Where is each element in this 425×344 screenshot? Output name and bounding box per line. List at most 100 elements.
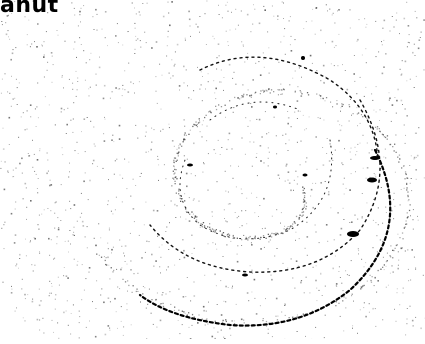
speckle-dot — [27, 34, 28, 35]
speckle-dot — [43, 56, 45, 58]
speckle-dot — [9, 93, 10, 94]
spiral-dot — [176, 178, 177, 179]
speckle-dot — [124, 89, 125, 90]
spiral-dot — [343, 296, 344, 297]
spiral-dot — [180, 201, 181, 202]
speckle-dot — [259, 205, 260, 206]
spiral-dot — [188, 312, 189, 313]
spiral-dot — [278, 89, 279, 90]
spiral-dot — [178, 193, 179, 194]
speckle-dot — [214, 38, 215, 39]
speckle-dot — [343, 290, 344, 291]
speckle-dot — [108, 325, 110, 327]
speckle-dot — [35, 108, 36, 109]
spiral-dot — [303, 211, 304, 212]
speckle-dot — [74, 235, 75, 236]
speckle-dot — [171, 59, 172, 60]
speckle-dot — [212, 216, 213, 217]
speckle-dot — [290, 16, 291, 17]
spiral-dot — [223, 320, 224, 321]
speckle-dot — [322, 295, 323, 296]
spiral-dot — [151, 299, 152, 300]
speckle-dot — [340, 234, 342, 236]
speckle-dot — [58, 227, 59, 228]
speckle-dot — [206, 44, 207, 45]
speckle-dot — [90, 121, 91, 122]
speckle-dot — [269, 73, 270, 74]
speckle-dot — [57, 322, 58, 323]
speckle-dot — [55, 309, 56, 310]
speckle-dot — [247, 292, 249, 294]
spiral-dot — [244, 322, 245, 323]
speckle-dot — [278, 174, 280, 176]
speckle-dot — [194, 248, 195, 249]
speckle-dot — [105, 334, 107, 336]
speckle-dot — [94, 144, 95, 145]
speckle-dot — [130, 81, 132, 83]
speckle-dot — [378, 51, 379, 52]
speckle-dot — [27, 294, 28, 295]
speckle-dot — [379, 179, 380, 180]
spiral-dot — [397, 157, 398, 158]
spiral-dot — [377, 126, 378, 127]
speckle-dot — [362, 216, 363, 217]
speckle-dot — [343, 219, 344, 220]
speckle-dot — [205, 13, 206, 14]
speckle-dot — [120, 175, 121, 176]
speckle-dot — [396, 113, 397, 114]
speckle-dot — [230, 30, 231, 31]
speckle-dot — [158, 159, 159, 160]
speckle-dot — [250, 265, 251, 266]
spiral-dot — [178, 189, 179, 190]
speckle-dot — [145, 136, 146, 137]
speckle-dot — [397, 288, 398, 289]
spiral-dot — [173, 165, 174, 166]
speckle-dot — [345, 270, 346, 271]
speckle-dot — [123, 326, 124, 327]
speckle-dot — [64, 267, 65, 268]
speckle-dot — [23, 198, 24, 199]
speckle-dot — [37, 23, 39, 25]
speckle-dot — [73, 304, 74, 305]
speckle-dot — [172, 140, 174, 142]
speckle-dot — [389, 92, 390, 93]
spiral-dot — [184, 134, 185, 135]
speckle-dot — [49, 255, 50, 256]
speckle-dot — [282, 2, 283, 3]
speckle-dot — [260, 145, 262, 147]
spiral-dot — [229, 235, 230, 236]
speckle-dot — [359, 19, 360, 20]
speckle-dot — [358, 250, 359, 251]
speckle-dot — [257, 175, 258, 176]
speckle-dot — [173, 75, 174, 76]
speckle-dot — [108, 179, 109, 180]
speckle-dot — [69, 201, 70, 202]
speckle-dot — [223, 337, 224, 338]
speckle-dot — [404, 125, 405, 126]
speckle-dot — [156, 91, 157, 92]
speckle-dot — [273, 16, 274, 17]
speckle-dot — [285, 134, 286, 135]
speckle-dot — [225, 221, 226, 222]
speckle-dot — [390, 273, 391, 274]
spiral-dot — [174, 181, 175, 182]
speckle-dot — [208, 243, 209, 244]
speckle-dot — [216, 285, 217, 286]
speckle-dot — [312, 63, 313, 64]
speckle-dot — [235, 29, 236, 30]
speckle-dot — [79, 337, 80, 338]
speckle-dot — [385, 149, 386, 150]
speckle-dot — [146, 132, 147, 133]
speckle-dot — [199, 16, 200, 17]
spiral-dot — [295, 91, 296, 92]
speckle-dot — [214, 327, 215, 328]
speckle-dot — [99, 255, 100, 256]
speckle-dot — [114, 174, 115, 175]
speckle-dot — [80, 21, 81, 22]
speckle-dot — [228, 11, 229, 12]
speckle-dot — [208, 153, 209, 154]
speckle-dot — [120, 107, 121, 108]
speckle-dot — [145, 252, 146, 253]
spiral-dot — [407, 216, 408, 217]
spiral-dot — [304, 204, 305, 205]
